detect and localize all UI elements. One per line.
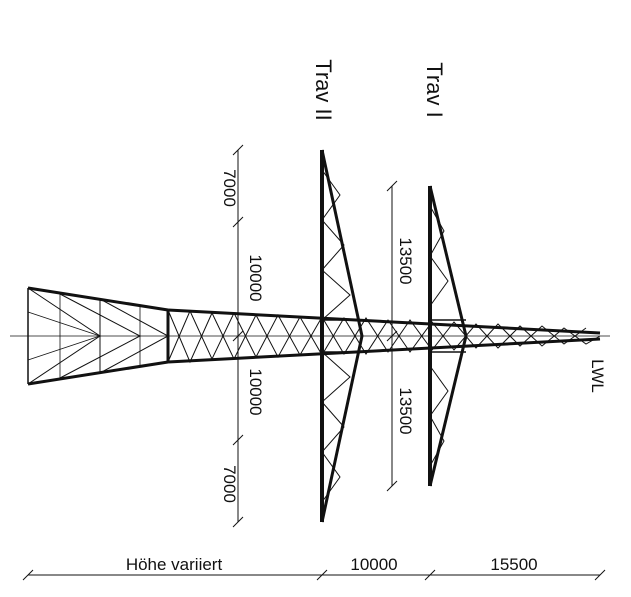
trav-i-dim-left: 13500 bbox=[396, 237, 415, 284]
tower-shaft bbox=[167, 308, 601, 364]
crossarm-trav-ii bbox=[320, 149, 364, 523]
height-dim-middle: 10000 bbox=[350, 555, 397, 574]
trav-ii-dim-right-outer: 7000 bbox=[220, 465, 239, 503]
trav-ii-dim-right-inner: 10000 bbox=[246, 368, 265, 415]
height-dim-top: 15500 bbox=[490, 555, 537, 574]
trav-ii-dim-left-outer: 7000 bbox=[220, 169, 239, 207]
trav-ii-label: Trav II bbox=[311, 59, 336, 121]
trav-i-dimension-line bbox=[386, 180, 398, 492]
trav-ii-dimension-line bbox=[232, 144, 244, 528]
trav-ii-dim-left-inner: 10000 bbox=[246, 254, 265, 301]
tower-base bbox=[27, 286, 170, 386]
height-dimension-line bbox=[22, 569, 606, 581]
lwl-label: LWL bbox=[588, 359, 607, 393]
height-dim-bottom: Höhe variiert bbox=[126, 555, 223, 574]
trav-i-label: Trav I bbox=[422, 62, 447, 117]
crossarm-trav-i bbox=[428, 185, 468, 487]
trav-i-dim-right: 13500 bbox=[396, 387, 415, 434]
